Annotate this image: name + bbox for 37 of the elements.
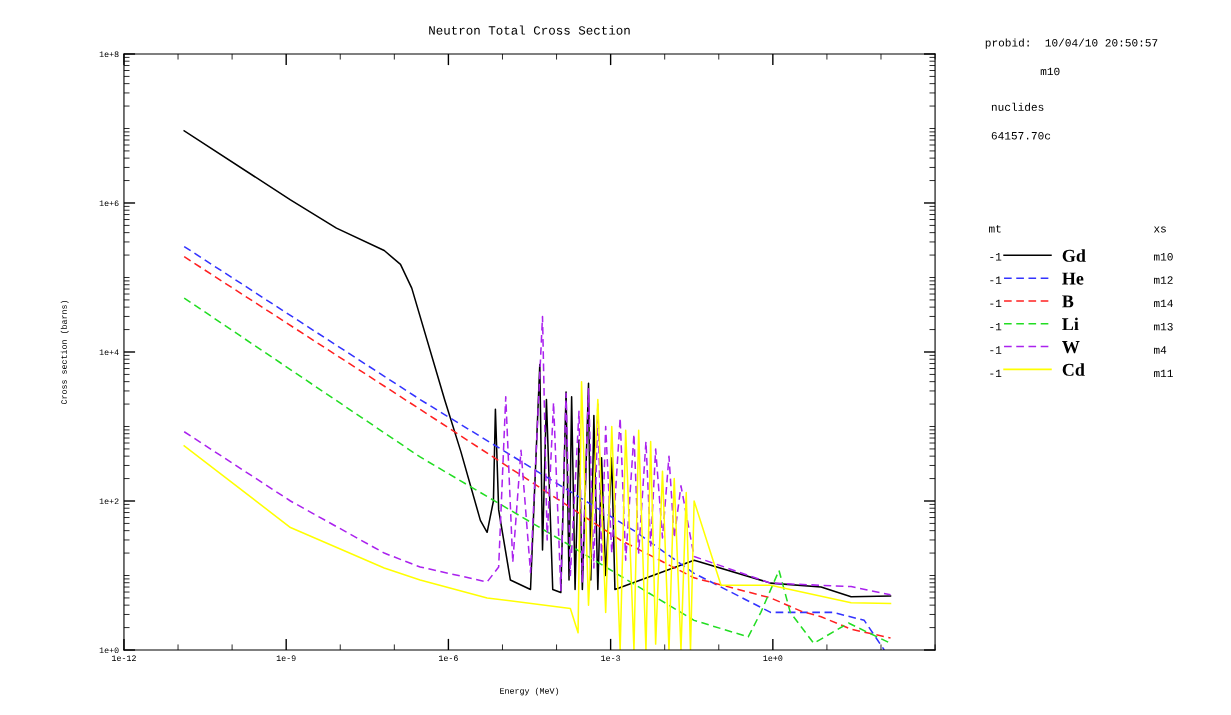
text: -1 [990, 276, 1002, 284]
legend-label: W [1062, 341, 1080, 354]
text: probid: 10/04/10 20:50:57 [985, 38, 1158, 49]
x-tick-label: 1e-3 [601, 655, 621, 661]
text: 64157.70c [991, 131, 1051, 140]
text: m12 [1153, 276, 1173, 284]
text: -1 [990, 253, 1002, 261]
y-axis-title: Cross section (barns) [60, 300, 69, 405]
text: m10 [1153, 252, 1173, 261]
y-tick-label: 1e+2 [99, 498, 119, 505]
legend-label: Cd [1062, 363, 1085, 376]
legend-label: He [1062, 272, 1084, 285]
text: -1 [990, 323, 1002, 331]
text: m13 [1153, 322, 1173, 331]
text: nuclides [991, 102, 1044, 111]
x-axis-title: Energy (MeV) [500, 687, 559, 696]
x-tick-label: 1e+0 [763, 655, 783, 661]
legend-label: B [1062, 295, 1074, 308]
y-tick-label: 1e+6 [99, 200, 119, 207]
y-tick-label: 1e+4 [99, 349, 119, 356]
x-tick-label: 1e-9 [276, 655, 296, 661]
text: mt [989, 224, 1001, 233]
legend-label: Li [1062, 317, 1079, 331]
text: m11 [1153, 369, 1173, 378]
legend-label: Gd [1062, 249, 1086, 262]
y-tick-label: 1e+0 [99, 647, 119, 654]
chart-title: Neutron Total Cross Section [429, 25, 630, 35]
y-tick-label: 1e+8 [99, 51, 119, 58]
text: m10 [1040, 67, 1060, 76]
text: -1 [990, 299, 1002, 308]
text: -1 [990, 346, 1002, 354]
text: m4 [1153, 346, 1167, 354]
text: m14 [1153, 299, 1173, 308]
x-tick-label: 1e-6 [439, 655, 458, 661]
x-tick-label: 1e-12 [112, 655, 136, 661]
text: xs [1153, 226, 1166, 233]
text: -1 [990, 369, 1002, 378]
